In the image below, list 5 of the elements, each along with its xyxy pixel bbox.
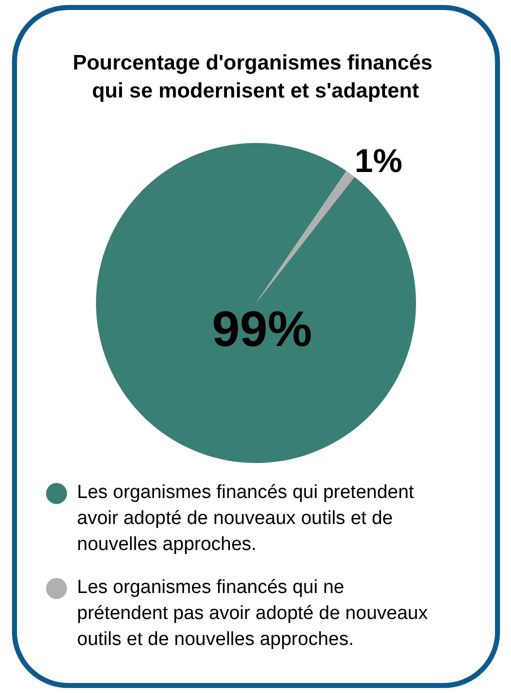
- legend-label: Les organismes financés qui pretendent avoir adopté de nouveaux outils et de nouvelles approches.: [77, 481, 415, 557]
- chart-title: Pourcentage d'organismes financés qui se modernisent et s'adaptent: [72, 52, 438, 102]
- legend-label: Les organismes financés qui ne prétendent pas avoir adopté de nouveaux outils et de nouvelles approches.: [77, 576, 429, 652]
- data-label: 99%: [212, 301, 312, 357]
- data-label: 1%: [354, 142, 402, 179]
